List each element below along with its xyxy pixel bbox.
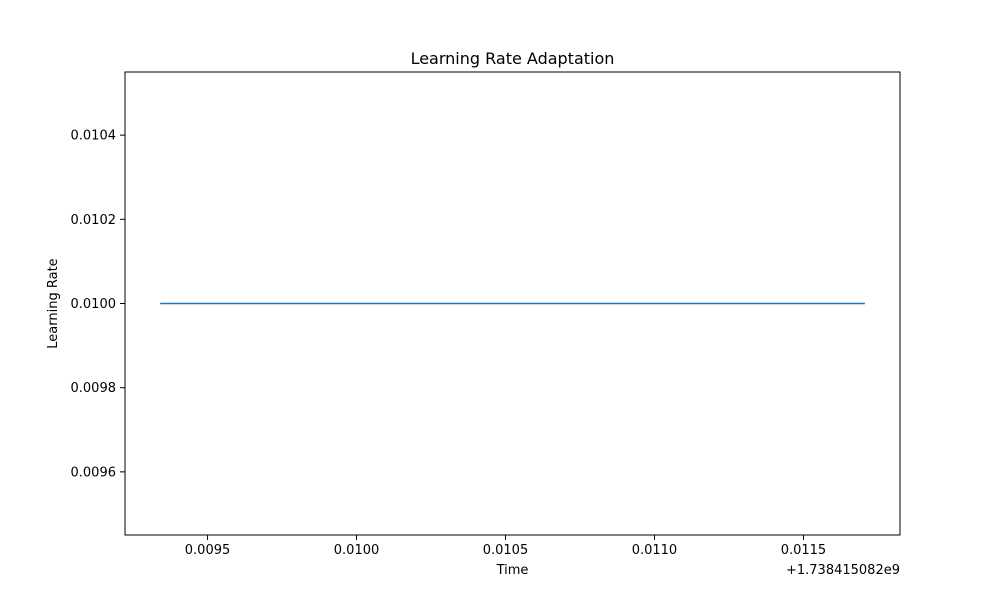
y-tick-label: 0.0102 bbox=[71, 213, 117, 228]
y-tick-label: 0.0100 bbox=[71, 297, 117, 312]
chart-title: Learning Rate Adaptation bbox=[411, 49, 615, 68]
x-axis-ticks: 0.0095 0.0100 0.0105 0.0110 0.0115 bbox=[185, 535, 826, 558]
x-tick-label: 0.0100 bbox=[334, 543, 380, 558]
y-tick-label: 0.0098 bbox=[71, 381, 117, 396]
x-tick-label: 0.0105 bbox=[483, 543, 529, 558]
x-tick-label: 0.0110 bbox=[632, 543, 678, 558]
y-tick-label: 0.0096 bbox=[71, 465, 117, 480]
x-tick-label: 0.0095 bbox=[185, 543, 231, 558]
y-axis-label: Learning Rate bbox=[46, 258, 61, 348]
y-axis-ticks: 0.0096 0.0098 0.0100 0.0102 0.0104 bbox=[71, 129, 125, 480]
y-tick-label: 0.0104 bbox=[71, 129, 117, 144]
x-axis-offset-label: +1.738415082e9 bbox=[786, 563, 900, 578]
x-tick-label: 0.0115 bbox=[781, 543, 827, 558]
x-axis-label: Time bbox=[496, 563, 529, 578]
